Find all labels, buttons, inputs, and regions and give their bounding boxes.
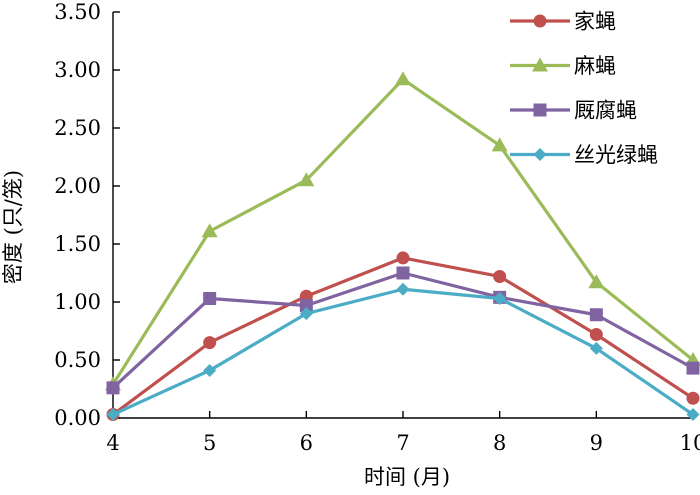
series-line — [112, 256, 694, 416]
legend-marker — [533, 103, 547, 117]
data-point — [203, 336, 217, 350]
legend-label: 家蝇 — [574, 10, 616, 34]
legend-label: 丝光绿蝇 — [574, 143, 658, 167]
series-line — [111, 77, 695, 386]
data-point — [686, 408, 700, 422]
legend-marker — [532, 57, 548, 72]
data-point — [589, 341, 603, 355]
legend-item: 厩腐蝇 — [510, 99, 637, 123]
x-tick-label: 6 — [300, 431, 313, 455]
data-point — [491, 137, 508, 152]
x-tick-label: 4 — [106, 431, 119, 455]
data-point — [493, 269, 507, 283]
series-circle — [106, 251, 700, 422]
data-point — [396, 266, 410, 280]
data-point — [106, 408, 120, 422]
x-tick-label: 5 — [203, 431, 216, 455]
legend-label: 麻蝇 — [574, 54, 616, 78]
x-axis-label: 时间 (月) — [364, 465, 450, 489]
data-point — [686, 361, 700, 375]
data-point — [686, 391, 700, 405]
series-square — [106, 266, 700, 395]
y-tick-label: 3.00 — [54, 58, 101, 82]
data-point — [396, 251, 410, 265]
series-diamond — [106, 282, 700, 422]
data-point — [106, 381, 120, 395]
legend-marker — [533, 148, 547, 161]
data-point — [589, 308, 603, 322]
y-tick-label: 0.00 — [54, 406, 101, 430]
data-point — [299, 307, 313, 321]
legend-item: 丝光绿蝇 — [510, 143, 658, 167]
data-point — [298, 172, 315, 187]
y-axis-label: 密度 (只/笼) — [1, 170, 25, 284]
data-point — [299, 298, 313, 312]
legend-marker — [533, 14, 547, 28]
legend-item: 家蝇 — [510, 10, 616, 34]
ticks: 0.00 0.50 1.00 1.50 2.00 2.50 3.00 3.50 4 5 6 7 8 9 10 — [54, 0, 700, 455]
x-tick-label: 10 — [680, 431, 700, 455]
legend-label: 厩腐蝇 — [574, 99, 637, 123]
x-tick-label: 8 — [493, 431, 506, 455]
data-point — [395, 71, 411, 86]
series-layer — [105, 71, 700, 422]
data-point — [493, 292, 507, 306]
x-tick-label: 9 — [590, 431, 603, 455]
y-tick-label: 1.50 — [54, 232, 101, 256]
x-tick-label: 7 — [396, 431, 409, 455]
data-point — [203, 363, 217, 377]
y-tick-label: 0.50 — [54, 348, 101, 372]
data-point — [396, 282, 410, 296]
y-tick-label: 2.00 — [54, 174, 101, 198]
data-point — [589, 327, 603, 341]
data-point — [588, 274, 605, 289]
y-tick-label: 1.00 — [54, 290, 101, 314]
data-point — [203, 292, 217, 306]
legend-item: 麻蝇 — [510, 54, 616, 78]
y-tick-label: 2.50 — [54, 116, 101, 140]
y-tick-label: 3.50 — [54, 0, 101, 24]
data-point — [201, 223, 218, 238]
